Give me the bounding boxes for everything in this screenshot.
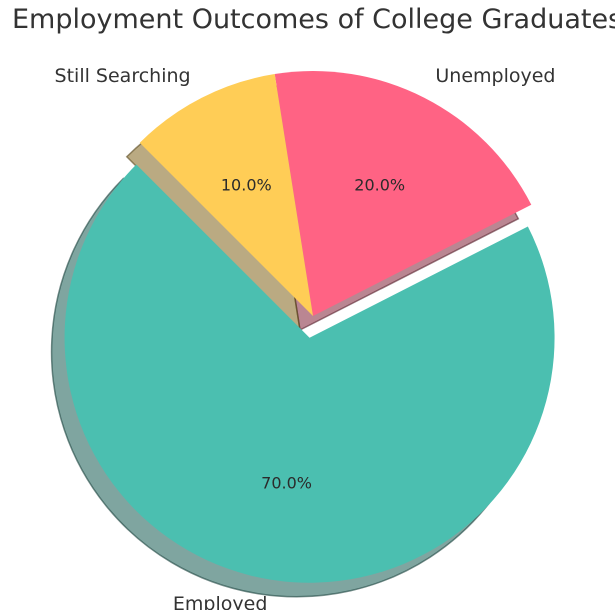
- pie-slices: [64, 71, 555, 583]
- pie-labels: Employed 70.0% Unemployed 20.0% Still Search…: [55, 65, 556, 610]
- percent-label-unemployed: 20.0%: [354, 176, 405, 195]
- slice-unemployed: [274, 71, 532, 316]
- slice-still-searching: [139, 74, 313, 317]
- slice-employed: [64, 164, 555, 583]
- chart-title: Employment Outcomes of College Graduates: [12, 4, 615, 35]
- slice-label-unemployed: Unemployed: [435, 65, 555, 87]
- slice-label-employed: Employed: [173, 593, 267, 610]
- percent-label-still-searching: 10.0%: [221, 176, 272, 195]
- percent-label-employed: 70.0%: [261, 473, 312, 492]
- slice-label-still-searching: Still Searching: [55, 65, 191, 87]
